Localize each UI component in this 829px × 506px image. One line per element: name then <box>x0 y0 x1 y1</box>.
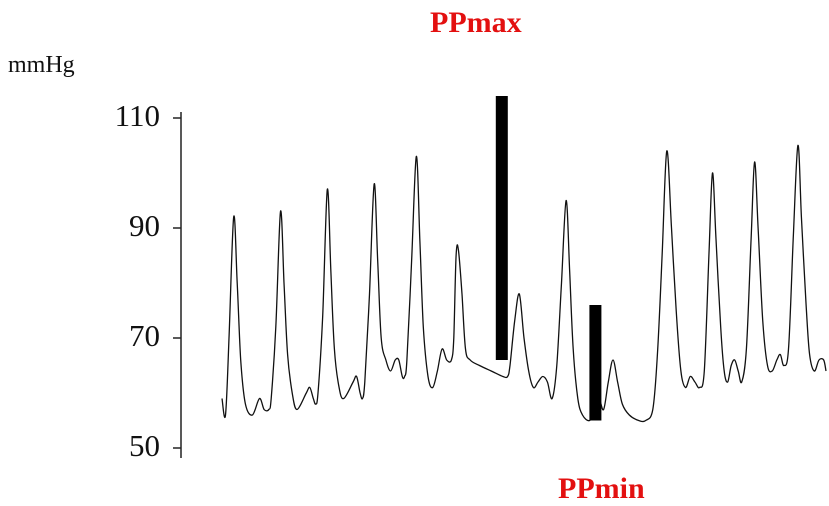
pressure-waveform-series <box>221 144 827 423</box>
y-tick-label: 70 <box>129 318 160 353</box>
ppmax-bar <box>495 96 508 360</box>
y-axis-tick-marks <box>173 117 181 449</box>
ppmax-callout: PPmax <box>430 6 522 39</box>
ppmin-bar <box>589 305 602 421</box>
ppmin-callout: PPmin <box>558 472 645 505</box>
y-tick-label: 90 <box>129 208 160 243</box>
y-tick-label: 50 <box>129 428 160 463</box>
pulse-pressure-markers <box>495 96 602 421</box>
y-tick-label: 110 <box>114 98 160 133</box>
y-axis-unit-label: mmHg <box>8 52 75 78</box>
